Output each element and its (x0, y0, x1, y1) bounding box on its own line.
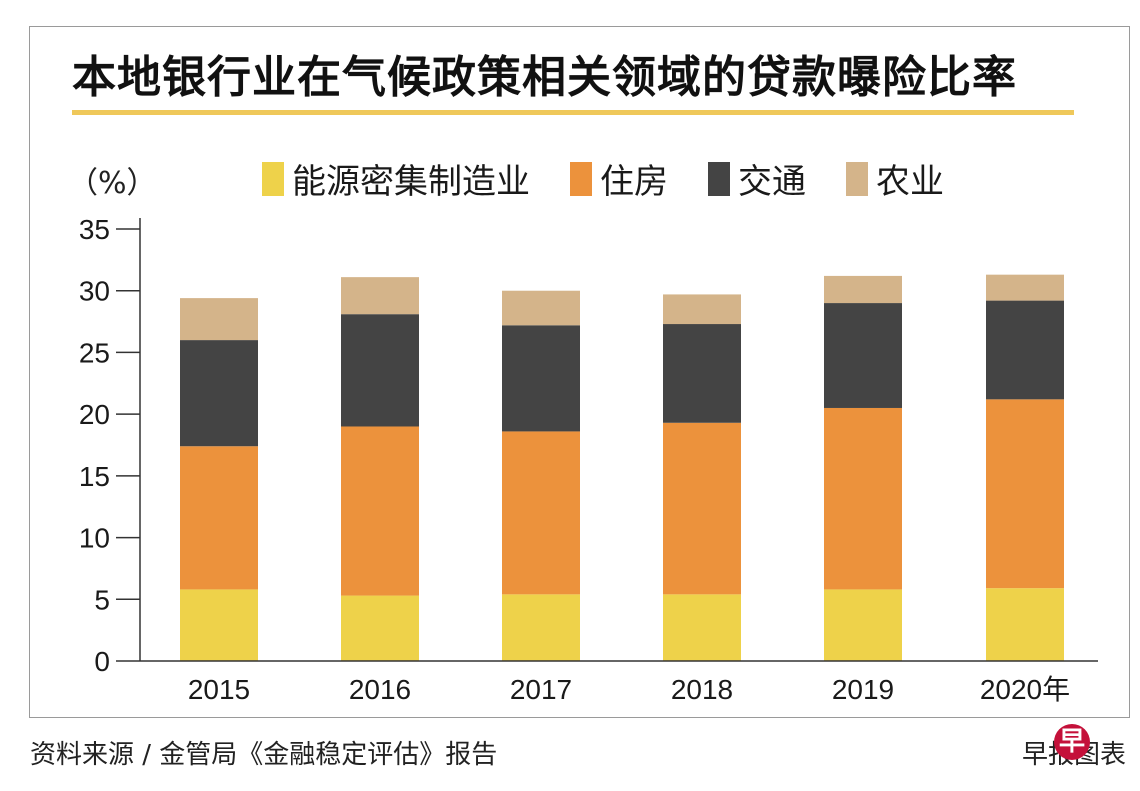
bar-segment (502, 431, 580, 595)
bar-segment (824, 303, 902, 408)
bar-segment (341, 277, 419, 315)
legend-swatch (708, 161, 730, 196)
bar-segment (663, 594, 741, 661)
legend-swatch (846, 161, 868, 196)
y-tick-label: 10 (79, 523, 110, 554)
y-tick-label: 35 (79, 214, 110, 245)
legend-item: 农业 (846, 154, 944, 203)
legend-label: 交通 (738, 162, 806, 202)
bar-segment (663, 324, 741, 423)
legend-label: 能源密集制造业 (292, 162, 530, 202)
bar-segment (824, 275, 902, 304)
legend-label: 农业 (876, 162, 944, 202)
bar-segment (986, 399, 1064, 589)
x-tick-label: 2018 (671, 674, 733, 705)
x-tick-label: 2016 (349, 674, 411, 705)
legend: 能源密集制造业 住房 交通 农业 (262, 154, 984, 203)
bar-segment (986, 588, 1064, 661)
bar-segment (180, 340, 258, 447)
legend-item: 能源密集制造业 (262, 154, 530, 203)
bar-segment (502, 325, 580, 432)
chart-title: 本地银行业在气候政策相关领域的贷款曝险比率 (72, 52, 1017, 103)
zaobao-logo-icon: 早 (1054, 724, 1090, 760)
bar-segment (341, 595, 419, 661)
y-tick-label: 5 (94, 584, 110, 615)
y-tick-label: 0 (94, 646, 110, 677)
bar-segment (180, 298, 258, 341)
legend-swatch (570, 161, 592, 196)
bar-segment (341, 426, 419, 596)
title-underline (72, 110, 1074, 115)
legend-item: 住房 (570, 154, 668, 203)
bar-segment (986, 300, 1064, 400)
bar-segment (824, 407, 902, 590)
bar-segment (180, 446, 258, 590)
y-tick-label: 25 (79, 337, 110, 368)
x-tick-label: 2020年 (980, 674, 1070, 705)
y-tick-label: 30 (79, 276, 110, 307)
x-tick-label: 2017 (510, 674, 572, 705)
legend-swatch (262, 161, 284, 196)
bar-segment (502, 290, 580, 326)
bar-segment (663, 294, 741, 325)
y-tick-label: 20 (79, 399, 110, 430)
bar-segment (502, 594, 580, 661)
bar-segment (663, 422, 741, 595)
legend-item: 交通 (708, 154, 806, 203)
bar-segment (986, 274, 1064, 301)
x-tick-label: 2015 (188, 674, 250, 705)
source-note: 资料来源 / 金管局《金融稳定评估》报告 (30, 740, 498, 770)
y-axis-unit-label: （%） (68, 166, 157, 201)
bar-segment (341, 314, 419, 427)
bar-segment (824, 589, 902, 661)
x-tick-label: 2019 (832, 674, 894, 705)
legend-label: 住房 (600, 162, 668, 202)
bar-segment (180, 589, 258, 661)
y-tick-label: 15 (79, 461, 110, 492)
